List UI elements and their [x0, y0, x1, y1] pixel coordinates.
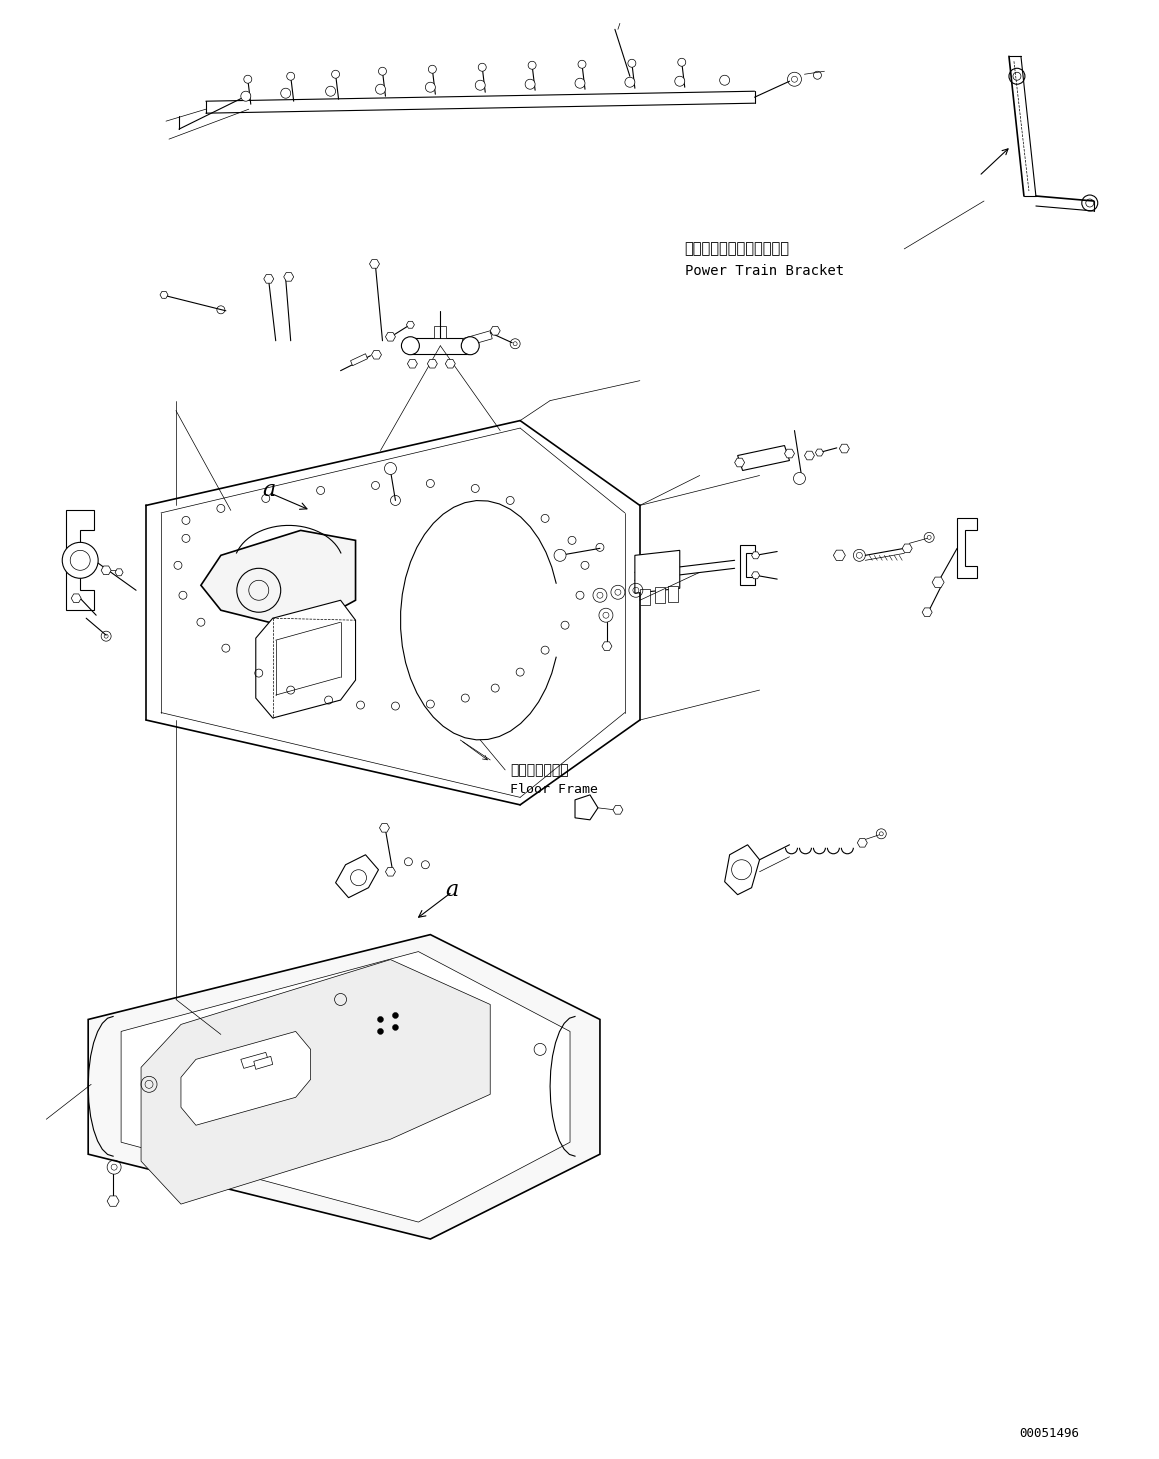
Polygon shape — [902, 544, 912, 553]
Polygon shape — [462, 331, 493, 347]
Polygon shape — [739, 546, 755, 585]
Circle shape — [331, 70, 340, 79]
Circle shape — [378, 1029, 384, 1034]
Circle shape — [376, 85, 386, 95]
Circle shape — [628, 60, 636, 67]
Circle shape — [578, 60, 586, 69]
Text: 00051496: 00051496 — [1019, 1427, 1079, 1440]
Circle shape — [525, 79, 535, 89]
Polygon shape — [121, 951, 570, 1223]
Polygon shape — [413, 337, 468, 353]
Polygon shape — [575, 795, 598, 820]
Polygon shape — [751, 552, 759, 559]
Polygon shape — [839, 444, 850, 452]
Polygon shape — [640, 589, 650, 605]
Polygon shape — [407, 321, 415, 328]
Polygon shape — [71, 594, 81, 603]
Polygon shape — [115, 569, 123, 576]
Polygon shape — [445, 359, 455, 368]
Polygon shape — [408, 359, 417, 368]
Circle shape — [280, 88, 291, 98]
Circle shape — [625, 77, 635, 88]
Polygon shape — [435, 325, 446, 337]
Polygon shape — [88, 935, 600, 1239]
Polygon shape — [858, 839, 867, 848]
Circle shape — [461, 337, 479, 355]
Polygon shape — [816, 449, 823, 457]
Polygon shape — [386, 868, 395, 875]
Text: Floor Frame: Floor Frame — [510, 783, 598, 797]
Polygon shape — [284, 273, 293, 282]
Text: a: a — [262, 480, 276, 502]
Polygon shape — [201, 531, 356, 630]
Circle shape — [554, 550, 566, 562]
Polygon shape — [635, 550, 680, 594]
Polygon shape — [372, 350, 381, 359]
Text: a: a — [446, 878, 459, 900]
Circle shape — [393, 1024, 399, 1030]
Circle shape — [675, 76, 685, 86]
Polygon shape — [241, 1052, 269, 1068]
Circle shape — [429, 66, 436, 73]
Circle shape — [401, 337, 420, 355]
Circle shape — [479, 63, 487, 71]
Polygon shape — [751, 572, 759, 579]
Polygon shape — [957, 518, 977, 578]
Polygon shape — [336, 855, 379, 897]
Text: Power Train Bracket: Power Train Bracket — [685, 264, 844, 277]
Polygon shape — [785, 449, 794, 458]
Circle shape — [385, 463, 396, 474]
Polygon shape — [737, 445, 789, 470]
Circle shape — [425, 82, 436, 92]
Polygon shape — [833, 550, 845, 560]
Polygon shape — [107, 1196, 119, 1207]
Circle shape — [794, 473, 806, 484]
Circle shape — [678, 58, 686, 66]
Polygon shape — [602, 642, 612, 651]
Polygon shape — [141, 960, 490, 1204]
Polygon shape — [613, 805, 622, 814]
Polygon shape — [923, 608, 932, 617]
Circle shape — [326, 86, 336, 96]
Polygon shape — [386, 333, 395, 341]
Circle shape — [243, 76, 252, 83]
Polygon shape — [428, 359, 437, 368]
Polygon shape — [668, 587, 678, 603]
Polygon shape — [655, 588, 665, 603]
Circle shape — [720, 76, 730, 85]
Polygon shape — [350, 353, 367, 366]
Polygon shape — [160, 292, 168, 298]
Polygon shape — [724, 845, 759, 894]
Circle shape — [286, 73, 294, 80]
Circle shape — [529, 61, 537, 69]
Text: フロアフレーム: フロアフレーム — [510, 763, 569, 778]
Polygon shape — [254, 1056, 272, 1069]
Polygon shape — [490, 327, 501, 336]
Polygon shape — [66, 511, 94, 610]
Polygon shape — [379, 823, 389, 832]
Polygon shape — [264, 274, 274, 283]
Circle shape — [379, 67, 386, 76]
Circle shape — [475, 80, 486, 90]
Circle shape — [378, 1017, 384, 1023]
Polygon shape — [370, 260, 379, 268]
Circle shape — [63, 543, 99, 578]
Circle shape — [241, 92, 250, 101]
Polygon shape — [181, 1032, 311, 1125]
Polygon shape — [804, 451, 815, 460]
Polygon shape — [101, 566, 111, 575]
Circle shape — [575, 79, 585, 88]
Polygon shape — [932, 578, 945, 588]
Polygon shape — [256, 600, 356, 718]
Polygon shape — [735, 458, 744, 467]
Circle shape — [393, 1013, 399, 1018]
Text: パワートレインブラケット: パワートレインブラケット — [685, 241, 789, 257]
